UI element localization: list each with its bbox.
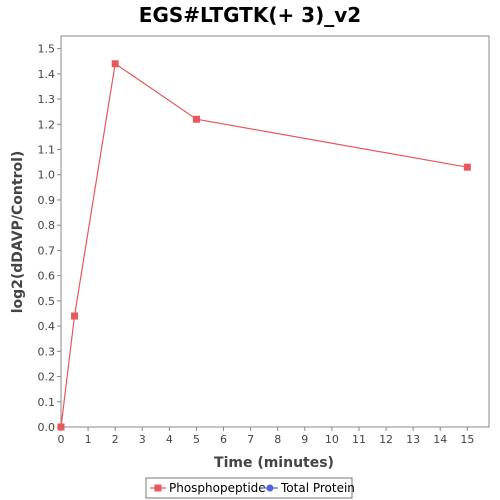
y-tick-label: 0.9 (38, 194, 56, 207)
y-tick-label: 0.6 (38, 270, 56, 283)
data-point (463, 163, 471, 171)
y-tick-label: 1.2 (38, 118, 56, 131)
legend-box (145, 477, 353, 499)
y-tick-label: 0.7 (38, 244, 56, 257)
data-point (71, 312, 79, 320)
y-tick-label: 1.3 (38, 93, 56, 106)
data-point (111, 60, 119, 68)
y-tick-label: 1.1 (38, 144, 56, 157)
y-tick-label: 0.1 (38, 396, 56, 409)
y-tick-label: 1.4 (38, 68, 56, 81)
x-tick-label: 5 (193, 433, 200, 446)
y-tick-label: 0.3 (38, 345, 56, 358)
data-point (57, 423, 65, 431)
y-tick-label: 1.5 (38, 43, 56, 56)
x-tick-label: 13 (406, 433, 420, 446)
x-tick-label: 6 (220, 433, 227, 446)
x-tick-label: 7 (247, 433, 254, 446)
x-tick-label: 2 (112, 433, 119, 446)
y-tick-label: 0.5 (38, 295, 56, 308)
x-tick-label: 1 (85, 433, 92, 446)
x-tick-label: 4 (166, 433, 173, 446)
x-tick-label: 3 (139, 433, 146, 446)
y-axis: 0.0 0.1 0.2 0.3 0.4 0.5 0.6 0.7 0.8 0.9 1.0 1.1 1.2 1… (38, 43, 61, 434)
x-tick-label: 9 (301, 433, 308, 446)
chart-title: EGS#LTGTK(+ 3)_v2 (139, 3, 361, 27)
x-axis-title: Time (minutes) (214, 455, 334, 471)
x-tick-label: 12 (379, 433, 393, 446)
y-tick-label: 0.8 (38, 219, 56, 232)
legend-label: Total Protein (280, 481, 355, 495)
y-tick-label: 0.2 (38, 371, 56, 384)
legend-marker (266, 484, 274, 492)
data-point (192, 115, 200, 123)
y-tick-label: 1.0 (38, 169, 56, 182)
x-tick-label: 10 (325, 433, 339, 446)
x-tick-label: 0 (58, 433, 65, 446)
series-layer (57, 60, 471, 431)
legend-label: Phosphopeptide (169, 481, 266, 495)
x-axis: 0 1 2 3 4 5 6 7 8 9 10 11 12 13 14 15 (58, 427, 474, 446)
plot-area (60, 35, 490, 428)
legend-marker (154, 484, 162, 492)
y-tick-label: 0.0 (38, 421, 56, 434)
legend: Phosphopeptide Total Protein (145, 477, 355, 499)
x-tick-label: 14 (433, 433, 447, 446)
y-tick-label: 0.4 (38, 320, 56, 333)
x-tick-label: 8 (274, 433, 281, 446)
x-tick-label: 11 (352, 433, 366, 446)
x-tick-label: 15 (460, 433, 474, 446)
y-axis-title: log2(dDAVP/Control) (10, 151, 26, 314)
